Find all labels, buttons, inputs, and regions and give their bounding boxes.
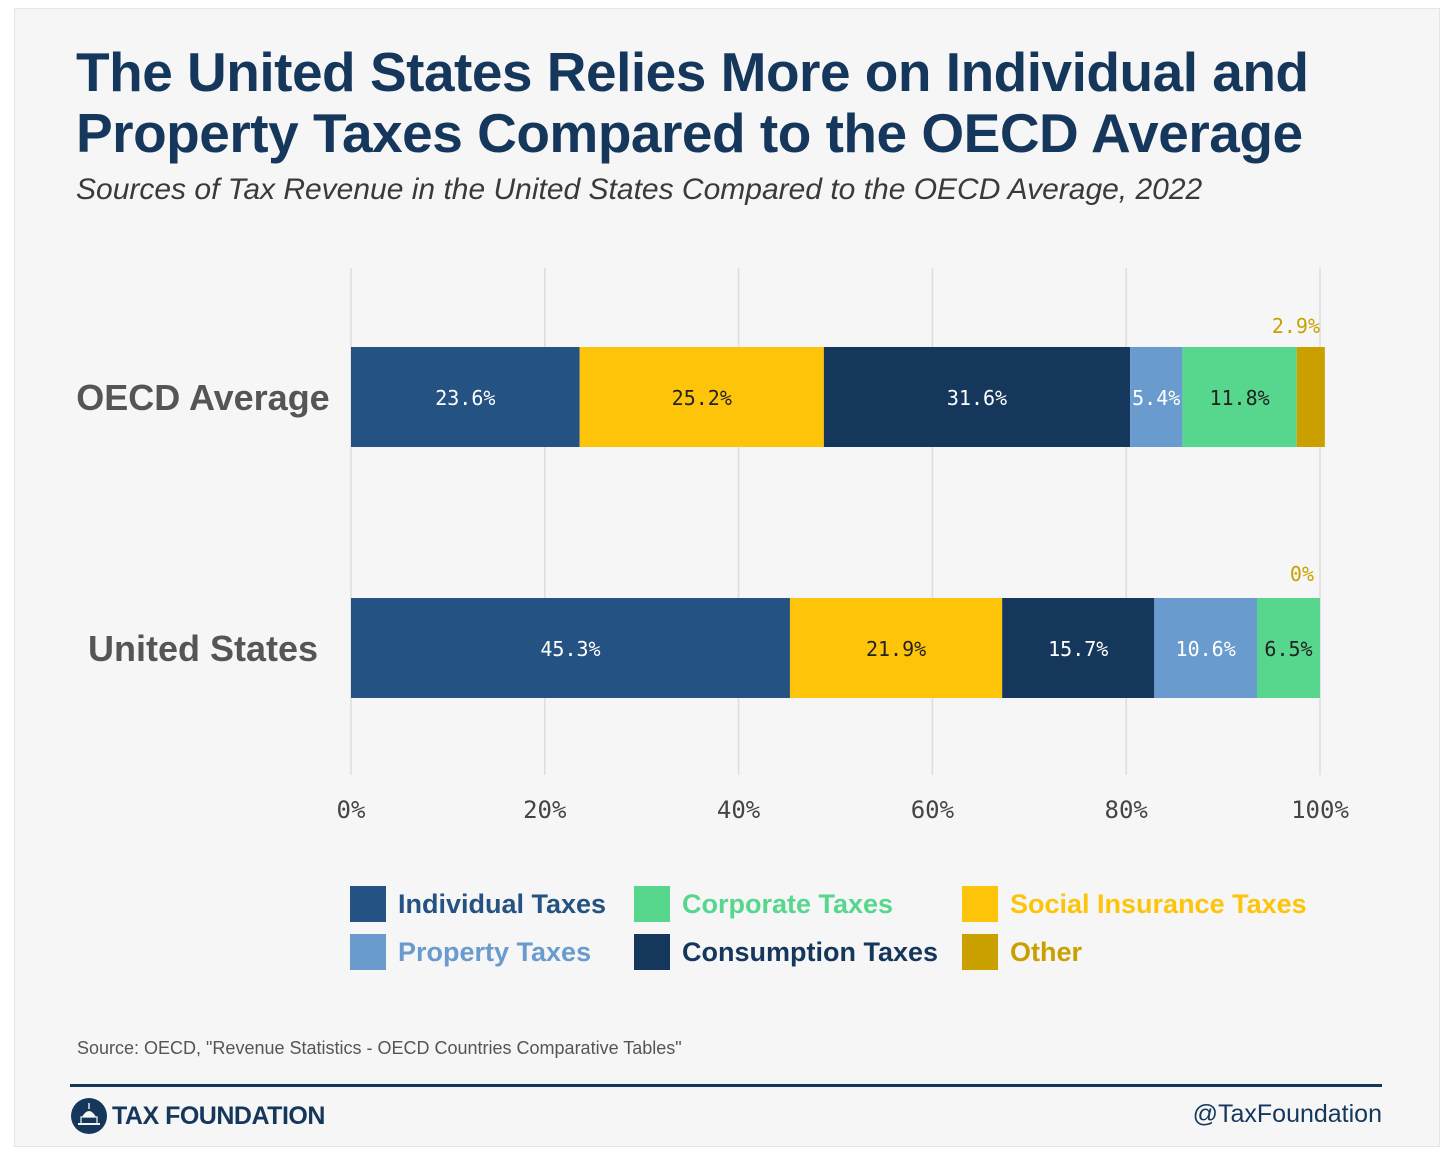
legend-swatch <box>350 886 386 922</box>
legend-swatch <box>962 886 998 922</box>
legend-label: Property Taxes <box>398 936 592 967</box>
data-label: 6.5% <box>1264 637 1312 661</box>
legend-swatch <box>634 934 670 970</box>
data-label: 11.8% <box>1209 386 1269 410</box>
x-tick-label: 60% <box>911 796 955 824</box>
x-tick-label: 100% <box>1291 796 1349 824</box>
bar-segment <box>579 347 824 447</box>
category-label: United States <box>88 628 318 669</box>
bar-segment <box>1130 347 1183 447</box>
bar-segment <box>1182 347 1297 447</box>
category-labels: OECD Average United States <box>76 377 329 669</box>
bar-segment <box>351 598 790 698</box>
social-handle[interactable]: @TaxFoundation <box>1192 1100 1382 1128</box>
data-label: 5.4% <box>1132 386 1180 410</box>
legend: Individual Taxes Corporate Taxes Social … <box>350 880 1370 980</box>
capitol-dome-icon <box>71 1098 107 1134</box>
chart-subtitle: Sources of Tax Revenue in the United Sta… <box>76 173 1203 206</box>
bar-segment <box>351 347 580 447</box>
x-tick-label: 0% <box>337 796 366 824</box>
data-label: 25.2% <box>672 386 732 410</box>
grid-lines <box>350 268 1321 775</box>
bar-segment <box>1002 598 1155 698</box>
legend-label: Corporate Taxes <box>682 888 894 919</box>
data-label: 0% <box>1290 562 1314 586</box>
legend-label: Social Insurance Taxes <box>1010 888 1307 919</box>
data-label: 10.6% <box>1176 637 1236 661</box>
bar-segment <box>789 598 1003 698</box>
x-tick-label: 80% <box>1105 796 1149 824</box>
bar-segment <box>1257 598 1320 698</box>
legend-item-social-insurance: Social Insurance Taxes <box>962 886 1307 922</box>
brand-name: TAX FOUNDATION <box>112 1101 325 1130</box>
x-axis: 0% 20% 40% 60% 80% 100% <box>337 796 1350 824</box>
chart-title: The United States Relies More on Individ… <box>76 41 1309 164</box>
legend-label: Other <box>1010 936 1083 967</box>
footer-divider <box>70 1084 1382 1087</box>
bar-segment <box>1296 347 1325 447</box>
legend-item-other: Other <box>962 934 1082 970</box>
legend-label: Consumption Taxes <box>682 936 939 967</box>
brand: TAX FOUNDATION <box>70 1096 325 1136</box>
data-label: 45.3% <box>540 637 600 661</box>
legend-item-corporate: Corporate Taxes <box>634 886 893 922</box>
legend-swatch <box>962 934 998 970</box>
source-note: Source: OECD, "Revenue Statistics - OECD… <box>77 1038 682 1058</box>
data-label: 2.9% <box>1272 314 1320 338</box>
category-label: OECD Average <box>76 377 329 418</box>
x-tick-label: 20% <box>523 796 567 824</box>
data-label: 23.6% <box>435 386 495 410</box>
legend-label: Individual Taxes <box>398 888 607 919</box>
legend-swatch <box>350 934 386 970</box>
chart-panel <box>14 8 1440 1147</box>
legend-swatch <box>634 886 670 922</box>
data-label: 31.6% <box>947 386 1007 410</box>
legend-item-consumption: Consumption Taxes <box>634 934 938 970</box>
legend-item-property: Property Taxes <box>350 934 591 970</box>
legend-item-individual: Individual Taxes <box>350 886 606 922</box>
bars <box>351 347 1325 698</box>
data-label: 21.9% <box>866 637 926 661</box>
bar-segment <box>823 347 1131 447</box>
data-labels: 23.6% 25.2% 31.6% 5.4% 11.8% 2.9% 45.3% 21.9% 15… <box>435 314 1320 661</box>
data-label: 15.7% <box>1048 637 1108 661</box>
x-tick-label: 40% <box>717 796 761 824</box>
bar-segment <box>1154 598 1258 698</box>
